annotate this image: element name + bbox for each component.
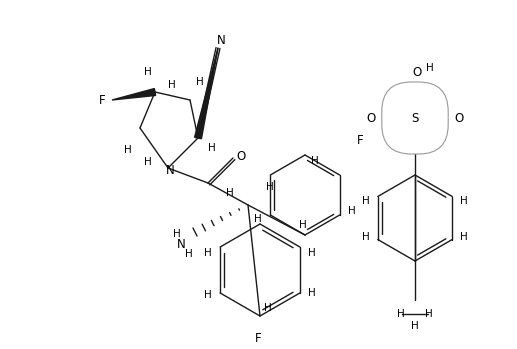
Text: O: O xyxy=(236,150,246,163)
Text: H: H xyxy=(362,196,370,207)
Text: F: F xyxy=(357,134,363,147)
Text: H: H xyxy=(425,309,433,319)
Text: H: H xyxy=(397,309,405,319)
Text: O: O xyxy=(367,111,376,125)
Polygon shape xyxy=(112,89,156,100)
Text: H: H xyxy=(460,232,468,243)
Text: O: O xyxy=(413,66,422,79)
Text: H: H xyxy=(204,248,212,258)
Text: H: H xyxy=(426,63,434,73)
Text: H: H xyxy=(208,143,216,153)
Text: F: F xyxy=(255,332,261,344)
Text: H: H xyxy=(348,206,356,216)
Text: H: H xyxy=(266,182,274,192)
Text: H: H xyxy=(264,303,272,313)
Text: H: H xyxy=(299,220,307,230)
Text: H: H xyxy=(411,321,419,331)
Text: H: H xyxy=(362,232,370,243)
Text: H: H xyxy=(226,188,234,198)
Text: N: N xyxy=(165,163,174,177)
Text: H: H xyxy=(185,249,193,259)
Text: S: S xyxy=(412,111,419,125)
Text: H: H xyxy=(254,214,262,224)
Text: H: H xyxy=(204,290,212,300)
Text: F: F xyxy=(99,94,105,106)
Text: H: H xyxy=(308,288,316,298)
Text: H: H xyxy=(173,229,181,239)
Text: H: H xyxy=(311,156,319,166)
Text: H: H xyxy=(196,77,204,87)
Text: N: N xyxy=(217,34,225,46)
Text: H: H xyxy=(168,80,176,90)
Text: H: H xyxy=(124,145,132,155)
Text: H: H xyxy=(144,67,152,77)
Text: H: H xyxy=(144,157,152,167)
Text: H: H xyxy=(308,248,316,258)
Polygon shape xyxy=(194,48,218,139)
Text: H: H xyxy=(460,196,468,207)
Text: O: O xyxy=(454,111,464,125)
Text: N: N xyxy=(177,238,186,251)
